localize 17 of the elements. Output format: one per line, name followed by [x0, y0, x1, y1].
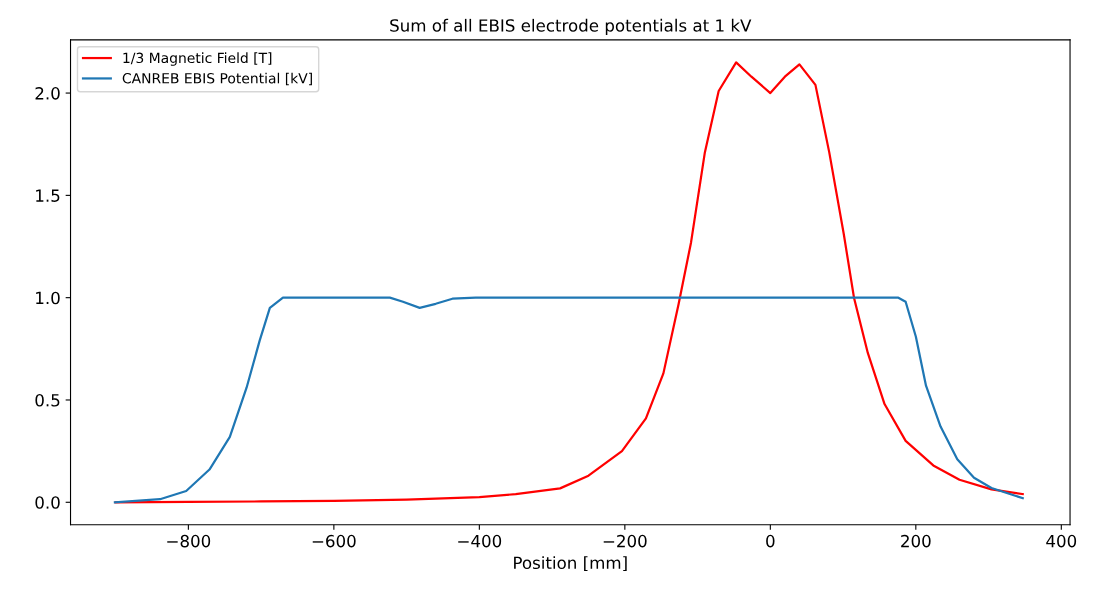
- x-tick-label: 0: [766, 534, 775, 548]
- x-axis-title: Position [mm]: [514, 556, 627, 572]
- chart-title: Sum of all EBIS electrode potentials at 1 kV: [390, 18, 752, 35]
- x-tick-label: 200: [901, 534, 931, 548]
- y-tick-label: 1.5: [36, 189, 60, 202]
- y-tick-label: 0.5: [35, 393, 60, 407]
- y-tick-label: 2.0: [35, 87, 60, 100]
- x-tick-label: −400: [458, 534, 502, 548]
- legend-label: 1/3 Magnetic Field [T]: [123, 52, 272, 66]
- x-tick-label: −800: [167, 534, 211, 548]
- x-tick-label: 400: [1046, 534, 1077, 548]
- x-tick-label: −600: [312, 534, 356, 548]
- y-tick-label: 0.0: [35, 496, 60, 509]
- x-tick-label: −200: [603, 534, 647, 548]
- y-tick-label: 1.0: [36, 291, 60, 305]
- legend-label: CANREB EBIS Potential [kV]: [122, 72, 312, 86]
- line-series: [113, 296, 1024, 504]
